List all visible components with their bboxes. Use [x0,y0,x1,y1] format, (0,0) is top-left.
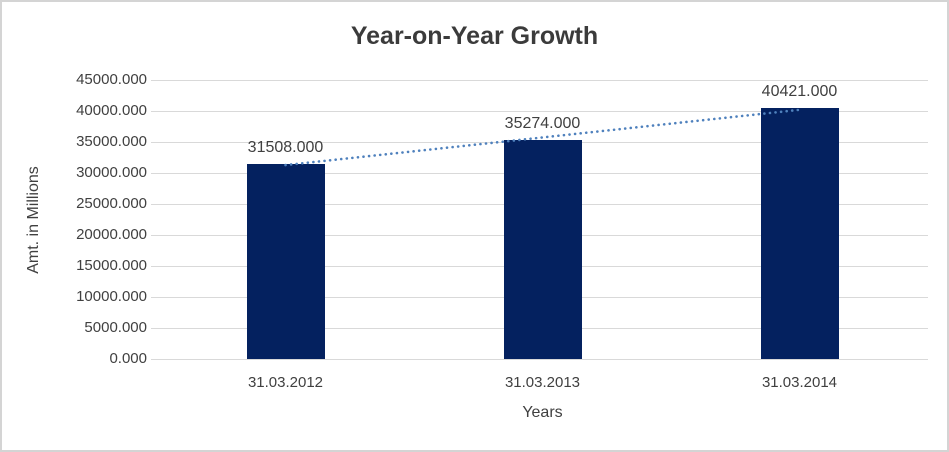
x-axis-title: Years [522,404,563,421]
y-axis-tick-label: 30000.000 [76,164,147,181]
y-axis-tick-label: 0.000 [109,350,147,367]
y-axis-tick-label: 15000.000 [76,257,147,274]
gridline [151,80,928,81]
y-axis-tick-label: 5000.000 [84,319,147,336]
y-axis-tick-label: 10000.000 [76,288,147,305]
x-axis-category-label: 31.03.2013 [504,374,581,391]
y-axis-tick-label: 45000.000 [76,71,147,88]
x-axis-category-label: 31.03.2012 [247,374,324,391]
gridline [151,359,928,360]
x-axis-category-label: 31.03.2014 [761,374,838,391]
y-axis-tick-label: 40000.000 [76,102,147,119]
bar-value-label: 35274.000 [504,115,581,133]
y-axis-tick-label: 35000.000 [76,133,147,150]
bar [760,108,839,359]
y-axis-title: Amt. in Millions [16,80,52,359]
bar-value-label: 31508.000 [247,138,324,156]
bar [503,140,582,359]
chart-title: Year-on-Year Growth [350,22,599,50]
bar [246,163,325,359]
y-axis-tick-label: 25000.000 [76,195,147,212]
bar-value-label: 40421.000 [761,83,838,101]
y-axis-tick-label: 20000.000 [76,226,147,243]
